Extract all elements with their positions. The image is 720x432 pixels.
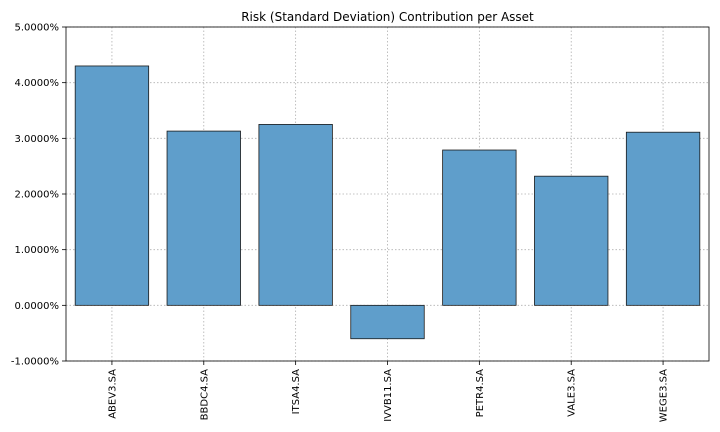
bar-ivvb11-sa <box>350 304 425 340</box>
x-tick-label: VALE3.SA <box>567 369 578 417</box>
bar-itsa4-sa <box>258 124 333 306</box>
y-tick-label: 0.0000% <box>15 301 60 312</box>
y-tick-label: -1.0000% <box>11 357 59 368</box>
x-axis: ABEV3.SA BBDC4.SA ITSA4.SA IVVB11.SA PETR4.S… <box>107 361 670 422</box>
bar-vale3-sa <box>534 175 609 306</box>
chart-title: Risk (Standard Deviation) Contribution p… <box>241 10 534 24</box>
y-tick-label: 3.0000% <box>15 134 60 145</box>
bars <box>74 65 701 340</box>
y-axis: -1.0000% 0.0000% 1.0000% 2.0000% 3.0000% 4.00… <box>11 23 66 368</box>
x-tick-label: IVVB11.SA <box>383 369 394 422</box>
y-tick-label: 1.0000% <box>15 245 60 256</box>
x-tick-label: PETR4.SA <box>475 369 486 417</box>
y-tick-label: 5.0000% <box>15 23 60 34</box>
y-tick-label: 2.0000% <box>15 190 60 201</box>
bar-petr4-sa <box>442 149 517 306</box>
bar-abev3-sa <box>74 65 150 306</box>
x-tick-label: ITSA4.SA <box>291 369 302 415</box>
x-tick-label: WEGE3.SA <box>659 369 670 422</box>
x-tick-label: ABEV3.SA <box>107 369 118 419</box>
bar-wege3-sa <box>625 131 701 306</box>
bar-bbdc4-sa <box>166 130 241 306</box>
x-tick-label: BBDC4.SA <box>199 369 210 420</box>
y-tick-label: 4.0000% <box>15 78 60 89</box>
